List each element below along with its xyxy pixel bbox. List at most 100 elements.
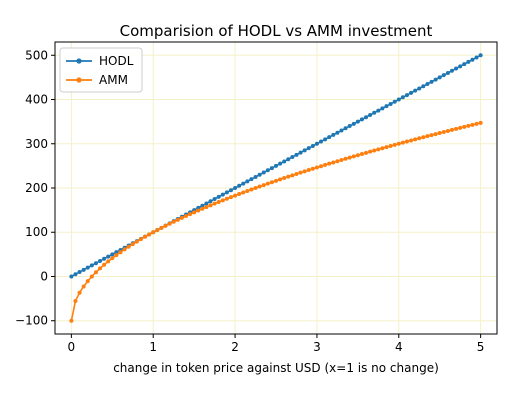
- data-point: [89, 274, 94, 279]
- data-point: [155, 228, 160, 233]
- y-tick-label: 100: [25, 225, 48, 239]
- data-point: [474, 121, 479, 126]
- data-point: [188, 212, 193, 217]
- data-point: [425, 134, 430, 139]
- data-point: [249, 187, 254, 192]
- data-point: [89, 263, 94, 268]
- data-point: [224, 190, 229, 195]
- data-point: [81, 267, 86, 272]
- y-tick-label: 500: [25, 48, 48, 62]
- data-point: [282, 159, 287, 164]
- data-point: [204, 201, 209, 206]
- data-point: [183, 214, 188, 219]
- data-point: [147, 232, 152, 237]
- data-point: [69, 274, 74, 279]
- data-point: [257, 184, 262, 189]
- data-point: [220, 192, 225, 197]
- data-point: [200, 206, 205, 211]
- data-point: [343, 126, 348, 131]
- data-point: [233, 186, 238, 190]
- data-point: [192, 210, 197, 215]
- data-point: [449, 127, 454, 132]
- data-point: [208, 199, 213, 204]
- data-point: [212, 201, 217, 206]
- data-point: [351, 121, 356, 126]
- y-tick-label: 300: [25, 137, 48, 151]
- data-point: [359, 152, 364, 157]
- data-point: [384, 145, 389, 150]
- data-point: [282, 176, 287, 181]
- data-point: [470, 57, 475, 62]
- y-tick-label: 400: [25, 93, 48, 107]
- data-point: [237, 183, 242, 188]
- data-point: [335, 159, 340, 164]
- data-point: [212, 197, 217, 202]
- data-point: [216, 194, 221, 199]
- legend: HODL AMM: [59, 47, 143, 93]
- data-point: [204, 205, 209, 210]
- data-point: [143, 234, 148, 239]
- data-point: [429, 133, 434, 138]
- data-point: [302, 169, 307, 174]
- x-axis-label: change in token price against USD (x=1 i…: [113, 361, 439, 375]
- data-point: [437, 131, 442, 136]
- data-point: [421, 135, 426, 140]
- data-point: [339, 128, 344, 133]
- x-tick-label: 5: [477, 340, 485, 354]
- data-point: [470, 122, 475, 127]
- data-point: [286, 157, 291, 162]
- data-point: [253, 186, 258, 190]
- data-point: [380, 106, 385, 111]
- data-point: [249, 177, 254, 182]
- data-point: [364, 150, 369, 155]
- data-point: [323, 137, 328, 142]
- data-point: [298, 170, 303, 175]
- data-point: [458, 125, 463, 130]
- data-point: [380, 146, 385, 151]
- data-point: [314, 141, 319, 146]
- data-point: [310, 143, 315, 148]
- data-point: [474, 55, 479, 60]
- data-point: [81, 284, 86, 289]
- data-point: [323, 162, 328, 167]
- data-point: [310, 166, 315, 171]
- data-point: [478, 120, 483, 125]
- data-point: [445, 128, 450, 133]
- legend-marker: [76, 58, 82, 64]
- data-point: [359, 117, 364, 122]
- data-point: [110, 256, 115, 261]
- data-point: [404, 93, 409, 98]
- data-point: [413, 137, 418, 142]
- data-point: [98, 266, 103, 271]
- data-point: [73, 272, 78, 277]
- series-layer: [69, 53, 483, 323]
- data-point: [347, 124, 352, 129]
- data-point: [392, 99, 397, 104]
- data-point: [441, 129, 446, 134]
- data-point: [449, 68, 454, 73]
- data-point: [265, 181, 270, 186]
- data-point: [257, 172, 262, 177]
- data-point: [122, 247, 127, 252]
- data-point: [462, 62, 467, 67]
- legend-marker: [76, 77, 82, 83]
- data-point: [261, 170, 266, 175]
- data-point: [245, 179, 250, 184]
- data-point: [208, 203, 213, 208]
- data-point: [253, 174, 258, 179]
- chart-title: Comparision of HODL vs AMM investment: [120, 22, 433, 40]
- data-point: [228, 188, 233, 193]
- data-point: [130, 242, 135, 247]
- data-point: [478, 53, 483, 58]
- data-point: [314, 165, 319, 170]
- data-point: [241, 181, 246, 186]
- legend-label: HODL: [99, 54, 134, 68]
- data-point: [196, 208, 201, 213]
- data-point: [384, 104, 389, 109]
- data-point: [396, 97, 401, 102]
- data-point: [462, 124, 467, 129]
- data-point: [335, 130, 340, 135]
- data-point: [278, 177, 283, 182]
- data-point: [77, 290, 82, 295]
